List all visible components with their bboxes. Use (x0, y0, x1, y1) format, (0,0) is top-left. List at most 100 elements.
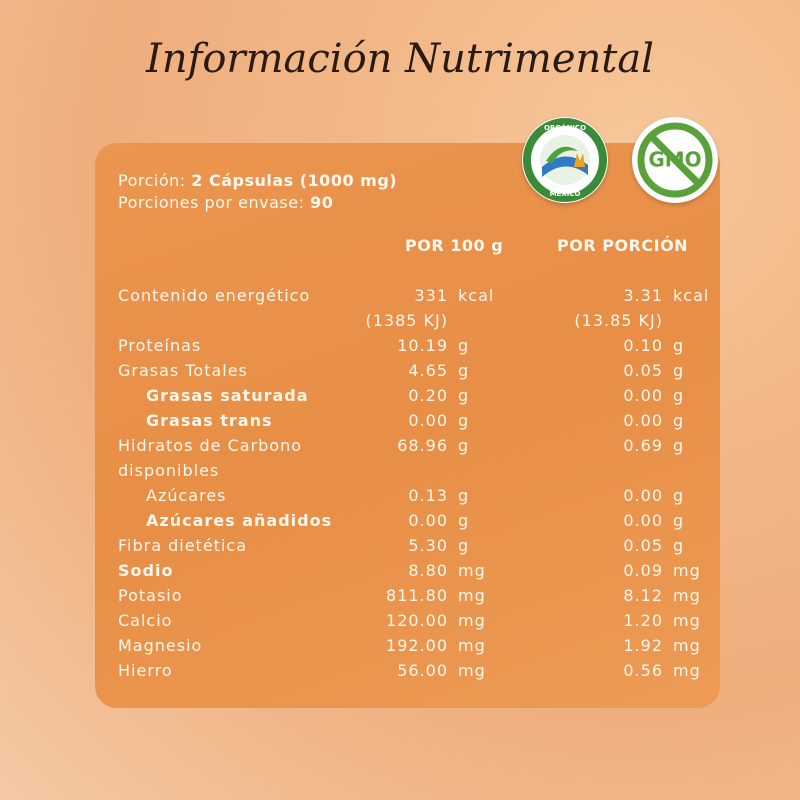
per100-unit: kcal (458, 286, 495, 305)
organic-top: ORGÁNICO (544, 123, 586, 132)
per100-unit: g (458, 411, 470, 430)
portion-unit: mg (663, 608, 709, 633)
serving-info: Porción: 2 Cápsulas (1000 mg) Porciones … (118, 170, 397, 214)
portion-unit: g (663, 508, 709, 533)
per100-value: 56.00 (397, 661, 448, 680)
portion-value: 0.10 (623, 336, 663, 355)
portion-value: 0.05 (623, 361, 663, 380)
per100-unit: mg (458, 611, 486, 630)
portion-value: 1.92 (623, 636, 663, 655)
portion-unit: mg (673, 561, 701, 580)
per100-unit: g (448, 333, 508, 358)
portion-value: 0.00 (623, 511, 663, 530)
portion-value: 2 Cápsulas (1000 mg) (191, 171, 398, 190)
portion-unit: g (673, 536, 685, 555)
per100-unit: mg (448, 583, 508, 608)
portion-value: 1.20 (508, 608, 663, 633)
nutrient-name: Hidratos de Carbono disponibles (118, 436, 303, 480)
portion-unit: mg (673, 636, 701, 655)
portion-value: 8.12 (508, 583, 663, 608)
per100-value: 0.20 (358, 383, 448, 408)
portion-value: 0.00 (623, 386, 663, 405)
nutrient-row: Grasas Totales 4.65 g 0.05 g (118, 358, 709, 383)
per100-unit: g (458, 486, 470, 505)
portion-unit: g (663, 433, 709, 483)
per100-unit: g (448, 533, 508, 558)
portion-unit: g (663, 533, 709, 558)
portion-unit: g (673, 361, 685, 380)
per100-unit: mg (458, 661, 486, 680)
portion-unit: g (673, 336, 685, 355)
per100-unit: mg (448, 558, 508, 583)
gmo-icon: GMO (637, 122, 713, 198)
per100-unit: g (448, 358, 508, 383)
per100-unit: g (448, 433, 508, 483)
per100-unit: g (458, 536, 470, 555)
per100-value: 4.65 (358, 358, 448, 383)
nutrient-row: Sodio 8.80 mg 0.09 mg (118, 558, 709, 583)
portion-value: 3.31 (623, 286, 663, 305)
per100-value: 0.00 (408, 511, 448, 530)
nutrient-row: Grasas trans 0.00 g 0.00 g (118, 408, 709, 433)
portion-value: 0.00 (508, 483, 663, 508)
gmo-badge: GMO (632, 117, 718, 203)
per100-unit: g (458, 336, 470, 355)
per100-unit: g (458, 436, 470, 455)
portion-unit: g (673, 511, 685, 530)
per100-value: 120.00 (358, 608, 448, 633)
portion-value: 0.00 (508, 508, 663, 533)
per100-unit: g (448, 483, 508, 508)
title: Información Nutrimental (146, 36, 654, 82)
portion-value: 1.92 (508, 633, 663, 658)
per100-value: 56.00 (358, 658, 448, 683)
portion-unit: g (663, 383, 709, 408)
servings-value: 90 (310, 193, 334, 212)
nutrient-name: Proteínas (118, 336, 202, 355)
column-header: POR PORCIÓN (557, 236, 689, 255)
portion-value: 1.20 (623, 611, 663, 630)
portion-unit: mg (673, 611, 701, 630)
nutrient-row: Contenido energético 331 (1385 KJ) kcal 3.31… (118, 283, 709, 333)
per100-value: 192.00 (358, 633, 448, 658)
per100-value: 5.30 (408, 536, 448, 555)
nutrient-name: Fibra dietética (118, 536, 247, 555)
per100-value: 331 (414, 286, 448, 305)
per100-value: 120.00 (386, 611, 448, 630)
nutrient-row: Magnesio 192.00 mg 1.92 mg (118, 633, 709, 658)
per100-value: 0.13 (408, 486, 448, 505)
per100-value: 0.00 (358, 508, 448, 533)
portion-unit: kcal (673, 286, 710, 305)
per100-unit: g (448, 408, 508, 433)
per100-value: 0.00 (358, 408, 448, 433)
per100-unit: kcal (448, 283, 508, 333)
nutrient-row: Grasas saturada 0.20 g 0.00 g (118, 383, 709, 408)
portion-unit: mg (673, 661, 701, 680)
per100-value: 192.00 (386, 636, 448, 655)
per100-value: 68.96 (397, 436, 448, 455)
nutrient-name: Magnesio (118, 636, 203, 655)
portion-value-kj: (13.85 KJ) (574, 311, 663, 330)
nutrient-name: Azúcares (146, 486, 227, 505)
portion-value: 0.00 (508, 408, 663, 433)
per100-value: 0.00 (408, 411, 448, 430)
portion-value: 3.31 (13.85 KJ) (508, 283, 663, 333)
nutrient-row: Proteínas 10.19 g 0.10 g (118, 333, 709, 358)
portion-unit: g (673, 411, 685, 430)
nutrient-name: Grasas trans (146, 411, 273, 430)
nutrient-row: Azúcares 0.13 g 0.00 g (118, 483, 709, 508)
nutrient-name: Potasio (118, 586, 183, 605)
portion-unit: g (663, 358, 709, 383)
portion-value: 0.09 (623, 561, 663, 580)
portion-value: 0.69 (508, 433, 663, 483)
per100-value: 811.80 (358, 583, 448, 608)
portion-value: 0.05 (508, 533, 663, 558)
portion-value: 0.00 (623, 411, 663, 430)
nutrient-name: Grasas Totales (118, 361, 248, 380)
portion-unit: g (663, 333, 709, 358)
portion-value: 0.00 (623, 486, 663, 505)
organic-bottom: MÉXICO (550, 189, 581, 198)
per100-unit: mg (448, 658, 508, 683)
nutrient-row: Hierro 56.00 mg 0.56 mg (118, 658, 709, 683)
nutrient-name: Grasas saturada (146, 386, 309, 405)
